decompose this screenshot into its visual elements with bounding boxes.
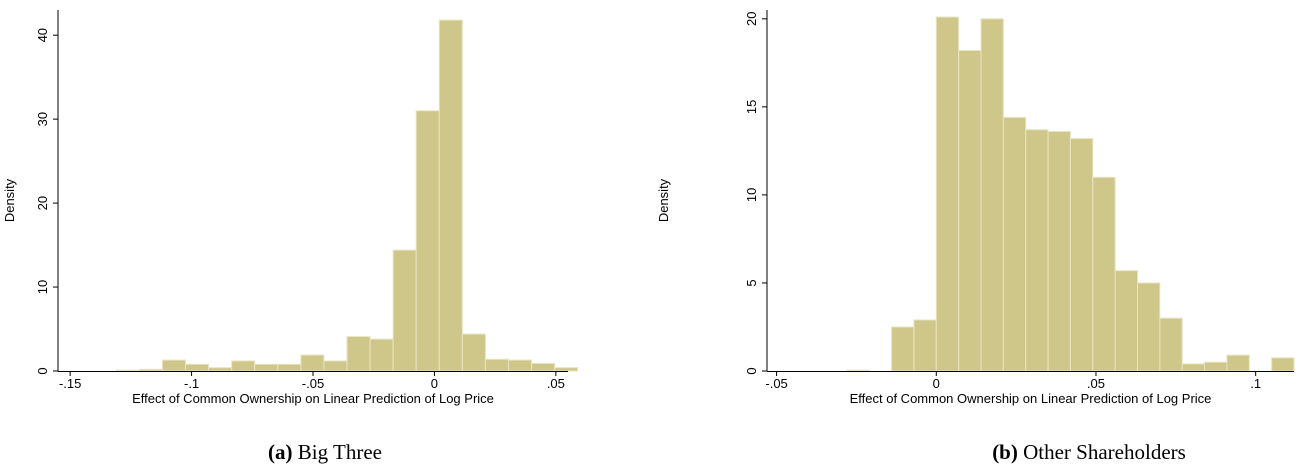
y-tick-label: 10: [744, 188, 759, 202]
histogram-bar: [369, 338, 394, 372]
x-tick-label: .05: [547, 376, 565, 391]
histogram-bar: [138, 368, 163, 372]
histogram-bar: [161, 359, 187, 372]
y-tick-label: 20: [35, 196, 50, 210]
histogram-bar: [891, 326, 915, 372]
x-axis-label: Effect of Common Ownership on Linear Pre…: [850, 391, 1212, 406]
y-tick-label: 5: [744, 279, 759, 286]
histogram-bar: [1069, 138, 1094, 372]
histogram-bar: [508, 359, 533, 372]
histogram-bar: [1181, 363, 1206, 372]
histogram-bar: [461, 333, 486, 372]
y-axis-label: Density: [2, 178, 17, 222]
y-tick-label: 15: [744, 100, 759, 114]
histogram-bar: [1226, 354, 1250, 372]
x-tick-label: -.1: [184, 376, 199, 391]
x-axis-label: Effect of Common Ownership on Linear Pre…: [132, 391, 494, 406]
histogram-bar: [208, 367, 233, 372]
histogram-bar: [438, 19, 463, 372]
caption-title: Big Three: [297, 440, 382, 464]
y-axis-label: Density: [656, 178, 671, 222]
histogram-other-shareholders-chart: 0 5 10 15 20 Density -.05 0 .05 .1 Effect of Commo…: [656, 10, 1295, 406]
histogram-panel-big-three: 0 10 20 30 40 Density -.15 -.1 -.05 0 .05 Effect of…: [0, 0, 653, 473]
caption-other-shareholders: (b) Other Shareholders: [889, 440, 1289, 465]
histogram-bar: [300, 354, 325, 372]
x-tick-label: 0: [431, 376, 438, 391]
histogram-bar: [846, 369, 870, 372]
histogram-bar: [1136, 282, 1161, 372]
histogram-bar: [1114, 270, 1138, 372]
x-tick-label: .1: [1250, 376, 1261, 391]
histogram-bar: [323, 360, 348, 372]
x-tick-label: -.15: [59, 376, 81, 391]
y-tick-label: 40: [35, 28, 50, 42]
histogram-bar: [277, 363, 302, 372]
histogram-bar: [1271, 357, 1295, 372]
histogram-bar: [958, 50, 982, 372]
histogram-bar: [185, 363, 210, 372]
x-tick-label: 0: [933, 376, 940, 391]
x-tick-label: .05: [1087, 376, 1105, 391]
y-tick-label: 20: [744, 12, 759, 26]
y-tick-label: 0: [744, 367, 759, 374]
histogram-bar: [346, 336, 371, 372]
x-tick-label: -.05: [302, 376, 324, 391]
histogram-bar: [484, 358, 509, 372]
histogram-bar: [980, 18, 1004, 372]
histogram-bar: [115, 369, 140, 372]
histogram-bar: [392, 249, 417, 372]
histogram-bar: [231, 360, 256, 372]
histogram-bar: [1092, 176, 1116, 372]
y-tick-label: 0: [35, 367, 50, 374]
histogram-bar: [254, 363, 279, 372]
histogram-panel-other-shareholders: 0 5 10 15 20 Density -.05 0 .05 .1 Effect of Commo…: [654, 0, 1307, 473]
histogram-bar: [1204, 361, 1228, 372]
caption-title: Other Shareholders: [1023, 440, 1186, 464]
histogram-bar: [1002, 116, 1027, 372]
histogram-bar: [1025, 129, 1049, 372]
histogram-bar: [1159, 317, 1183, 372]
histogram-bar: [935, 16, 960, 372]
histogram-bar: [531, 362, 556, 372]
y-tick-label: 10: [35, 280, 50, 294]
y-tick-label: 30: [35, 112, 50, 126]
caption-label: (a): [268, 440, 293, 464]
histogram-bar: [554, 367, 579, 372]
histogram-bar: [1047, 131, 1071, 372]
caption-big-three: (a) Big Three: [125, 440, 525, 465]
histogram-bar: [913, 319, 937, 372]
histogram-bar: [415, 110, 440, 372]
caption-label: (b): [992, 440, 1018, 464]
histogram-big-three-chart: 0 10 20 30 40 Density -.15 -.1 -.05 0 .05 Effect of…: [2, 10, 579, 406]
x-tick-label: -.05: [765, 376, 787, 391]
